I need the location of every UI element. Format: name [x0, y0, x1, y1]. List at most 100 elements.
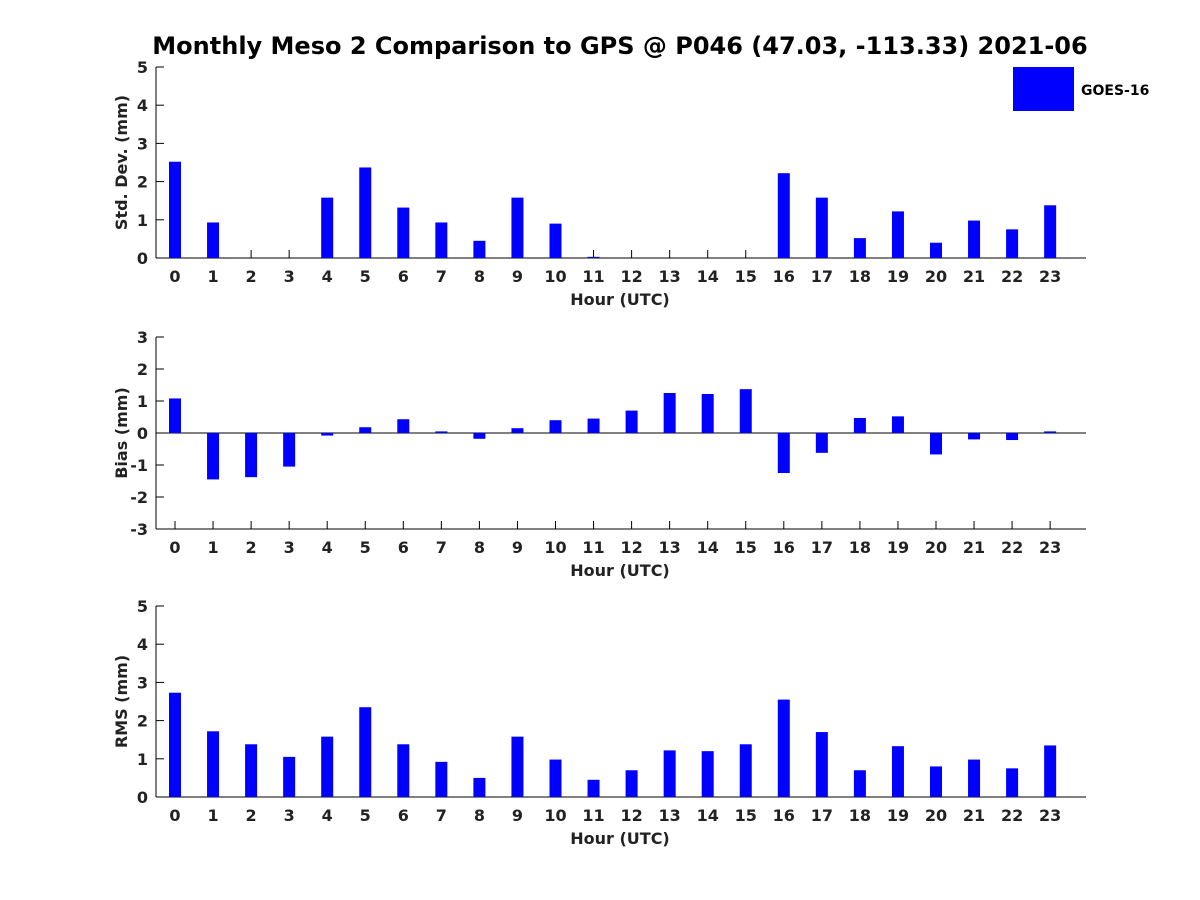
- std-dev-bar: [435, 222, 448, 258]
- std-dev-y-tick-label: 0: [137, 249, 148, 268]
- std-dev-x-tick-label: 0: [169, 267, 180, 286]
- rms-x-tick-label: 7: [436, 806, 447, 825]
- bias-x-tick-label: 16: [773, 538, 795, 557]
- bias-y-tick-label: -2: [130, 488, 148, 507]
- bias-y-tick-label: -1: [130, 456, 148, 475]
- bias-x-axis-label: Hour (UTC): [570, 561, 670, 580]
- rms-x-tick-label: 8: [474, 806, 485, 825]
- rms-y-tick-label: 0: [137, 788, 148, 807]
- std-dev-x-tick-label: 3: [284, 267, 295, 286]
- rms-bar: [815, 732, 828, 797]
- bias-bar: [435, 431, 448, 433]
- bias-bar: [968, 433, 981, 440]
- bias-x-tick-label: 21: [963, 538, 985, 557]
- std-dev-bar: [549, 223, 562, 258]
- bias-y-tick-label: 3: [137, 328, 148, 347]
- std-dev-x-tick-label: 7: [436, 267, 447, 286]
- std-dev-x-tick-label: 23: [1039, 267, 1061, 286]
- rms-y-tick-label: 2: [137, 712, 148, 731]
- bias-x-tick-label: 4: [322, 538, 333, 557]
- std-dev-bar: [815, 197, 828, 258]
- std-dev-x-tick-label: 17: [811, 267, 833, 286]
- std-dev-x-tick-label: 1: [207, 267, 218, 286]
- std-dev-bar: [397, 207, 410, 258]
- rms-bar: [511, 736, 524, 797]
- rms-x-tick-label: 14: [697, 806, 719, 825]
- rms-bar: [739, 744, 752, 797]
- std-dev-y-tick-label: 5: [137, 58, 148, 77]
- rms-bar: [777, 699, 790, 797]
- std-dev-x-tick-label: 21: [963, 267, 985, 286]
- rms-x-tick-label: 0: [169, 806, 180, 825]
- bias-y-tick-label: 0: [137, 424, 148, 443]
- rms-bar: [549, 759, 562, 797]
- std-dev-bar: [473, 240, 486, 258]
- bias-x-tick-label: 15: [735, 538, 757, 557]
- bias-y-axis-label: Bias (mm): [112, 387, 131, 479]
- rms-x-tick-label: 3: [284, 806, 295, 825]
- rms-y-tick-label: 5: [137, 597, 148, 616]
- bias-x-tick-label: 2: [246, 538, 257, 557]
- std-dev-x-tick-label: 8: [474, 267, 485, 286]
- legend-label: GOES-16: [1081, 83, 1149, 99]
- std-dev-x-tick-label: 22: [1001, 267, 1023, 286]
- rms-bar: [321, 736, 334, 797]
- rms-bar: [1006, 768, 1019, 797]
- std-dev-bar: [968, 220, 981, 258]
- rms-bar: [473, 777, 486, 797]
- std-dev-x-tick-label: 4: [322, 267, 333, 286]
- rms-x-tick-label: 22: [1001, 806, 1023, 825]
- std-dev-x-tick-label: 12: [620, 267, 642, 286]
- bias-x-tick-label: 11: [582, 538, 604, 557]
- bias-x-tick-label: 14: [697, 538, 719, 557]
- bias-bar: [587, 418, 600, 433]
- rms-bar: [283, 756, 296, 797]
- std-dev-bar: [207, 222, 220, 258]
- std-dev-bar: [1044, 205, 1057, 258]
- std-dev-bar: [359, 167, 372, 258]
- bias-bar: [473, 433, 486, 439]
- bias-x-tick-label: 8: [474, 538, 485, 557]
- bias-bar: [1044, 431, 1057, 433]
- rms-y-tick-label: 3: [137, 673, 148, 692]
- bias-bar: [1006, 433, 1019, 441]
- rms-x-tick-label: 16: [773, 806, 795, 825]
- bias-x-tick-label: 12: [620, 538, 642, 557]
- rms-bar: [891, 746, 904, 797]
- rms-x-tick-label: 11: [582, 806, 604, 825]
- std-dev-x-axis-label: Hour (UTC): [570, 290, 670, 309]
- rms-x-tick-label: 5: [360, 806, 371, 825]
- rms-x-tick-label: 2: [246, 806, 257, 825]
- bias-x-tick-label: 20: [925, 538, 947, 557]
- bias-bar: [397, 419, 410, 433]
- bias-x-tick-label: 7: [436, 538, 447, 557]
- rms-x-tick-label: 6: [398, 806, 409, 825]
- bias-x-tick-label: 5: [360, 538, 371, 557]
- rms-bar: [1044, 745, 1057, 797]
- bias-bar: [549, 420, 562, 433]
- std-dev-bar: [891, 211, 904, 258]
- std-dev-x-tick-label: 13: [659, 267, 681, 286]
- rms-bar: [625, 770, 638, 797]
- rms-x-tick-label: 17: [811, 806, 833, 825]
- std-dev-x-tick-label: 19: [887, 267, 909, 286]
- rms-bar: [853, 770, 866, 797]
- bias-bar: [169, 398, 181, 433]
- std-dev-bar: [930, 242, 942, 258]
- rms-bar: [397, 744, 410, 797]
- std-dev-x-tick-label: 16: [773, 267, 795, 286]
- std-dev-x-tick-label: 14: [697, 267, 719, 286]
- std-dev-y-tick-label: 1: [137, 211, 148, 230]
- bias-x-tick-label: 17: [811, 538, 833, 557]
- std-dev-bar: [853, 238, 866, 258]
- rms-x-tick-label: 9: [512, 806, 523, 825]
- bias-bar: [930, 433, 942, 455]
- std-dev-bar: [777, 173, 790, 258]
- std-dev-x-tick-label: 9: [512, 267, 523, 286]
- chart-title: Monthly Meso 2 Comparison to GPS @ P046 …: [152, 32, 1087, 60]
- bias-x-tick-label: 22: [1001, 538, 1023, 557]
- legend: GOES-16: [1013, 67, 1149, 111]
- std-dev-bar: [321, 197, 334, 258]
